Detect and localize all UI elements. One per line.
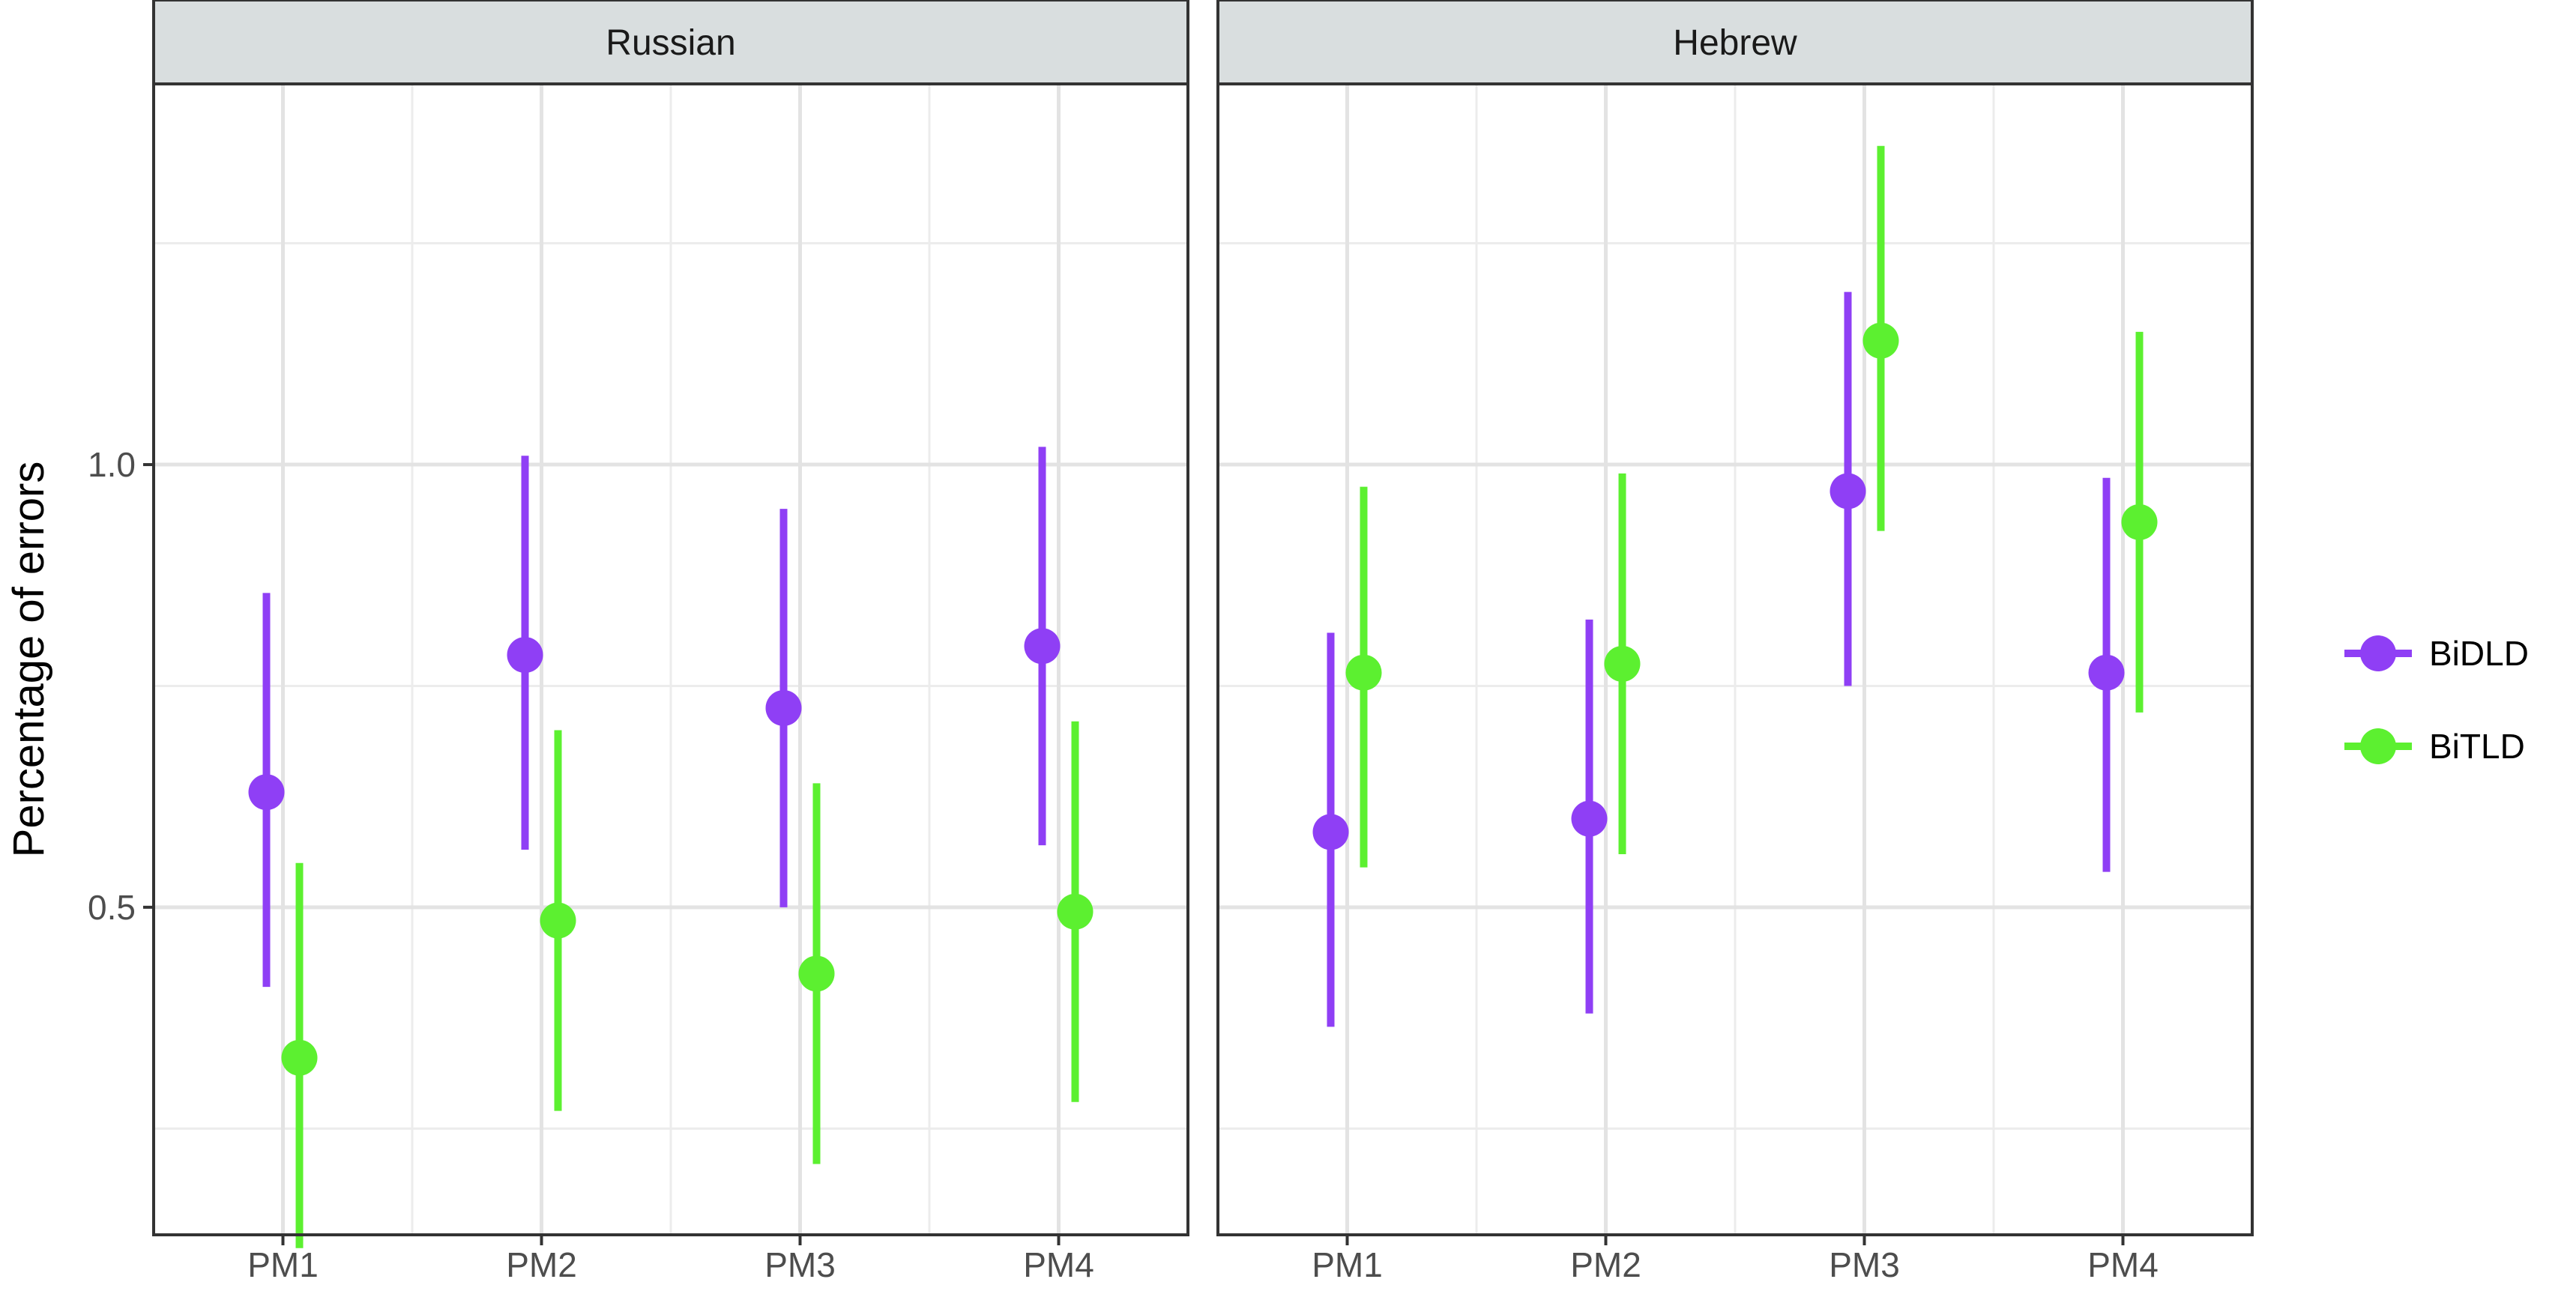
y-axis-title: Percentage of errors: [4, 462, 53, 858]
point-bidld-pm2: [1571, 800, 1608, 837]
point-bidld-pm1: [248, 774, 285, 811]
point-bidld-pm4: [2088, 654, 2125, 691]
panel-border: [1216, 82, 2254, 1236]
legend-key-point: [2360, 635, 2396, 671]
point-bidld-pm1: [1312, 814, 1349, 850]
x-tick-label: PM1: [1312, 1245, 1383, 1284]
point-bitld-pm2: [1604, 645, 1641, 682]
point-bitld-pm1: [1345, 654, 1382, 691]
facet-strip-label: Russian: [606, 23, 735, 63]
x-tick-label: PM4: [2087, 1245, 2159, 1284]
panel-russian: Russian PM1 PM2 PM3 PM4: [152, 0, 1189, 1284]
legend-key-point: [2360, 728, 2396, 764]
point-bitld-pm2: [540, 902, 576, 939]
y-tick-label: 0.5: [88, 888, 136, 927]
facet-strip-label: Hebrew: [1673, 23, 1797, 63]
legend-item-bitld: BiTLD: [2344, 727, 2525, 766]
point-bidld-pm4: [1024, 628, 1061, 665]
x-tick-label: PM2: [1570, 1245, 1641, 1284]
x-tick-label: PM1: [247, 1245, 319, 1284]
legend-item-bidld: BiDLD: [2344, 634, 2529, 673]
panel-hebrew: Hebrew PM1 PM2 PM3 PM4: [1216, 0, 2254, 1284]
x-tick-label: PM3: [764, 1245, 836, 1284]
facet-strip: [1216, 0, 2254, 85]
point-bitld-pm1: [281, 1039, 318, 1076]
panel-border: [152, 82, 1189, 1236]
point-bidld-pm3: [1830, 473, 1866, 510]
point-bitld-pm3: [798, 955, 835, 992]
facet-strip: [152, 0, 1189, 85]
point-bitld-pm4: [2121, 504, 2158, 540]
y-tick-label: 1.0: [88, 445, 136, 484]
legend-label: BiTLD: [2429, 727, 2525, 766]
point-bidld-pm2: [507, 637, 543, 674]
x-tick-label: PM3: [1829, 1245, 1900, 1284]
point-bitld-pm4: [1057, 893, 1094, 930]
point-bidld-pm3: [765, 689, 802, 726]
point-bitld-pm3: [1862, 322, 1899, 359]
x-tick-label: PM4: [1023, 1245, 1094, 1284]
legend-label: BiDLD: [2429, 634, 2529, 673]
x-tick-label: PM2: [506, 1245, 577, 1284]
